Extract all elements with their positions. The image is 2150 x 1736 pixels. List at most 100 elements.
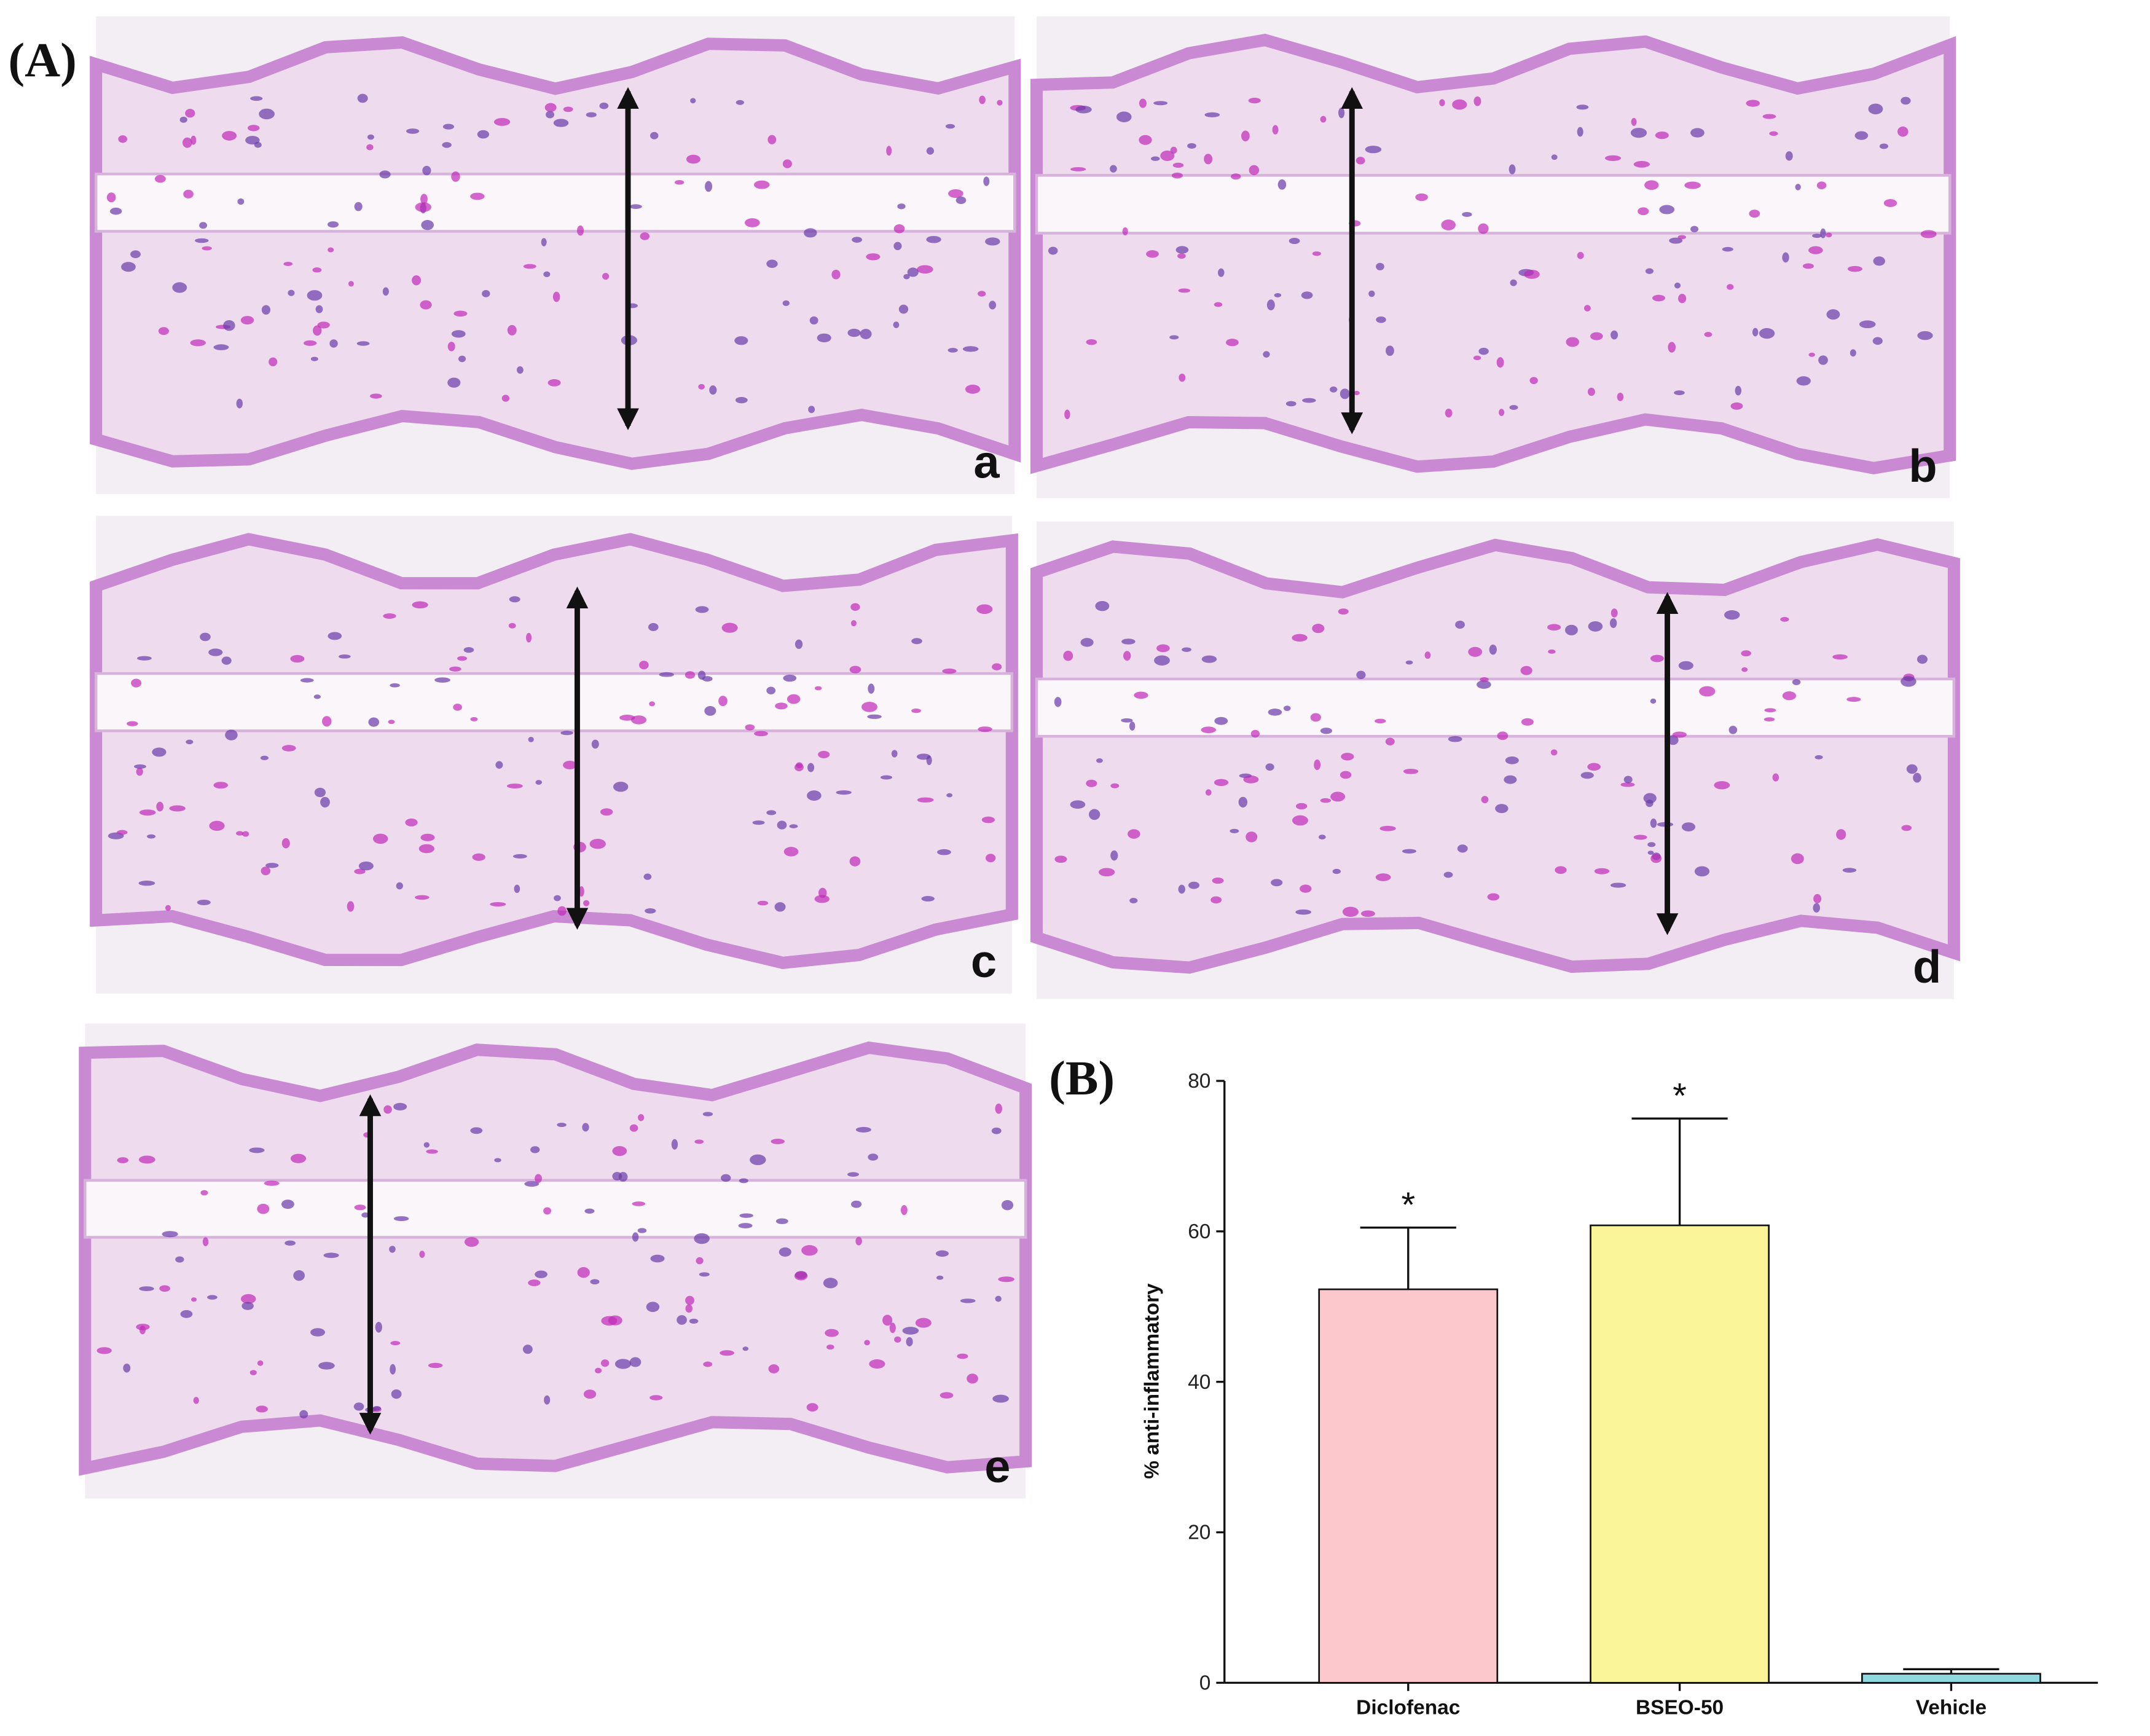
cell xyxy=(1509,405,1518,410)
tissue xyxy=(1030,538,1960,974)
cell xyxy=(563,106,573,112)
cell xyxy=(329,339,338,348)
cell xyxy=(1123,651,1131,661)
cell xyxy=(1650,654,1665,662)
cell xyxy=(1246,831,1258,842)
cell xyxy=(807,763,815,772)
cell xyxy=(1265,763,1274,771)
cell xyxy=(847,328,861,337)
cell xyxy=(1868,103,1883,115)
cell xyxy=(992,1394,1009,1403)
cell xyxy=(1617,393,1624,401)
cell xyxy=(893,242,902,251)
cell xyxy=(583,1389,597,1399)
cell xyxy=(199,222,208,229)
cell xyxy=(1477,680,1491,689)
cell xyxy=(1917,331,1933,340)
cell xyxy=(451,171,460,182)
cell xyxy=(1098,868,1115,877)
cell xyxy=(1566,337,1579,347)
cell xyxy=(659,672,674,677)
cell xyxy=(1677,235,1687,240)
cell xyxy=(1320,798,1332,803)
cell xyxy=(794,1271,808,1281)
cell xyxy=(241,1302,254,1310)
cell xyxy=(1312,251,1321,256)
cell xyxy=(1179,373,1186,382)
cell xyxy=(1172,162,1184,168)
cell xyxy=(1588,621,1603,632)
cell xyxy=(261,305,271,315)
cell xyxy=(1489,644,1497,655)
cell xyxy=(165,905,171,911)
cell xyxy=(535,1270,547,1278)
cell xyxy=(935,1250,949,1257)
cell xyxy=(1283,705,1291,711)
cell xyxy=(936,1275,944,1280)
cell xyxy=(849,856,861,866)
cell xyxy=(903,274,910,280)
cell xyxy=(976,604,993,615)
cell xyxy=(826,1344,834,1350)
cell xyxy=(434,677,450,683)
cell xyxy=(389,1246,396,1253)
cell xyxy=(207,1295,218,1300)
cell xyxy=(1139,98,1147,108)
cell xyxy=(777,820,787,830)
cell xyxy=(293,1270,305,1281)
cell xyxy=(1210,896,1222,904)
cell xyxy=(1879,143,1889,149)
cell xyxy=(547,379,561,387)
cell xyxy=(1146,250,1159,258)
cell xyxy=(1730,402,1743,410)
cell xyxy=(589,839,606,849)
cell xyxy=(1694,866,1710,877)
cell xyxy=(1439,99,1445,106)
cell xyxy=(782,300,790,306)
cell xyxy=(299,1410,308,1419)
cell xyxy=(1920,230,1937,238)
cell xyxy=(1375,873,1391,881)
cell xyxy=(368,717,380,727)
cell xyxy=(528,1279,541,1286)
cell xyxy=(902,1327,919,1335)
cell xyxy=(412,601,428,608)
cell xyxy=(1565,624,1578,635)
cell xyxy=(695,606,709,613)
cell xyxy=(1580,772,1594,779)
cell xyxy=(698,383,705,390)
cell xyxy=(893,224,905,234)
cell xyxy=(508,623,516,629)
cell xyxy=(638,1113,645,1121)
cell xyxy=(907,267,919,277)
cell xyxy=(1054,855,1067,863)
cell xyxy=(794,763,804,771)
cell xyxy=(893,321,900,329)
bar xyxy=(1861,1673,2041,1684)
cell xyxy=(1826,232,1832,238)
cell xyxy=(169,805,186,812)
cell xyxy=(391,1389,402,1399)
cell xyxy=(269,357,278,367)
cell xyxy=(530,1146,540,1153)
cell xyxy=(1690,226,1699,232)
cell xyxy=(1521,718,1534,726)
cell xyxy=(1320,728,1333,734)
cell xyxy=(586,112,597,117)
cell xyxy=(1457,844,1468,853)
cell xyxy=(1070,167,1086,171)
cell xyxy=(123,1363,131,1373)
cell xyxy=(323,1252,339,1259)
cell xyxy=(836,790,852,795)
cell xyxy=(1587,387,1595,396)
cell xyxy=(1342,906,1359,917)
cell xyxy=(1385,737,1395,745)
cell xyxy=(1826,309,1840,320)
cell xyxy=(1341,752,1354,761)
cell xyxy=(590,1279,600,1285)
cell xyxy=(704,705,716,716)
cell xyxy=(1752,328,1759,337)
cell xyxy=(1340,388,1350,399)
cell xyxy=(1813,903,1820,913)
cell xyxy=(406,128,420,134)
